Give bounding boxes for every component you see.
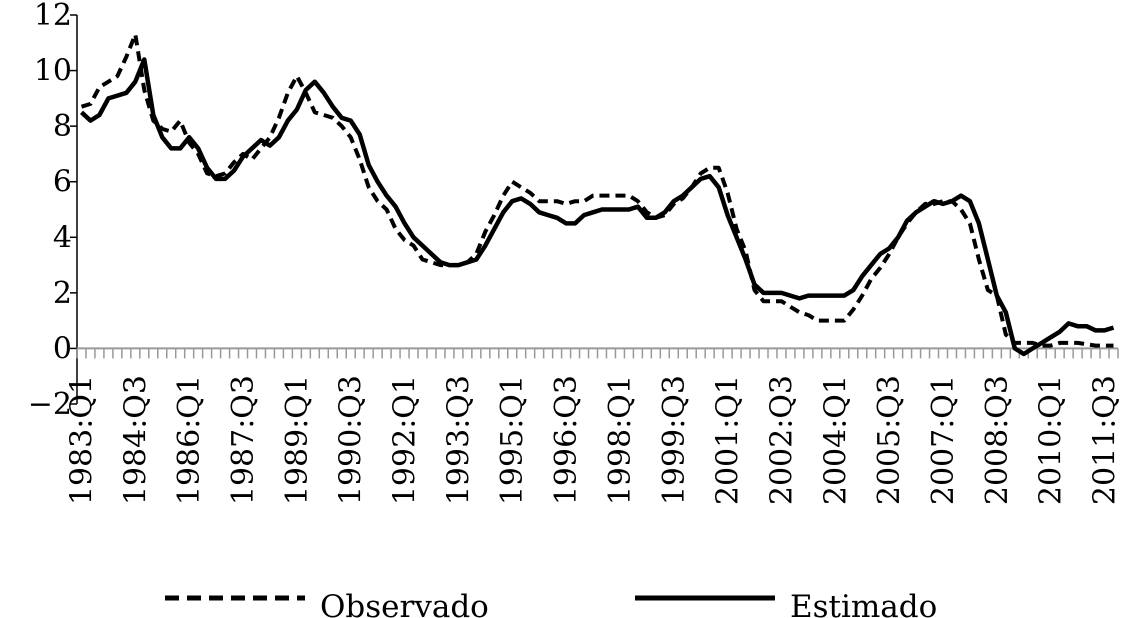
x-tick-label: 1986:Q1: [172, 375, 207, 505]
x-tick-label: 1998:Q1: [603, 375, 638, 505]
y-tick-label: −2: [28, 387, 72, 422]
x-tick-label: 2001:Q1: [711, 375, 746, 505]
y-tick-label: 12: [34, 0, 72, 33]
legend-label-estimado: Estimado: [790, 589, 937, 618]
series-line-estimado: [79, 57, 1115, 357]
y-axis-tick-labels: −2 0 2 4 6 8 10 12: [28, 0, 77, 422]
series-layer: [79, 32, 1115, 357]
x-tick-label: 1995:Q1: [495, 375, 530, 505]
y-tick-label: 2: [53, 276, 72, 311]
x-tick-label: 1992:Q1: [388, 375, 423, 505]
y-tick-label: 0: [53, 331, 72, 366]
y-tick-label: 4: [53, 220, 72, 255]
x-tick-label: 2007:Q1: [926, 375, 961, 505]
x-tick-label: 1990:Q3: [334, 375, 369, 505]
x-tick-label: 1989:Q1: [280, 375, 315, 505]
series-line-observado: [80, 32, 1114, 348]
x-axis-tick-labels: 1983:Q1 1984:Q3 1986:Q1 1987:Q3 1989:Q1 1990:…: [64, 375, 1122, 505]
y-tick-label: 8: [53, 109, 72, 144]
x-tick-label: 1983:Q1: [64, 375, 99, 505]
x-tick-label: 1987:Q3: [226, 375, 261, 505]
legend-label-observado: Observado: [320, 589, 489, 618]
x-tick-label: 1984:Q3: [118, 375, 153, 505]
x-tick-label: 2005:Q3: [872, 375, 907, 505]
legend: Observado Estimado: [165, 589, 937, 618]
x-tick-label: 1996:Q3: [549, 375, 584, 505]
y-tick-label: 6: [53, 165, 72, 200]
x-tick-label: 2008:Q3: [980, 375, 1015, 505]
x-tick-label: 2002:Q3: [764, 375, 799, 505]
y-tick-label: 10: [34, 54, 72, 89]
x-tick-label: 1999:Q3: [657, 375, 692, 505]
x-tick-label: 2011:Q3: [1088, 375, 1123, 505]
x-tick-label: 2004:Q1: [818, 375, 853, 505]
x-tick-label: 2010:Q1: [1034, 375, 1069, 505]
x-axis-tick-marks: [76, 348, 1119, 359]
x-tick-label: 1993:Q3: [441, 375, 476, 505]
